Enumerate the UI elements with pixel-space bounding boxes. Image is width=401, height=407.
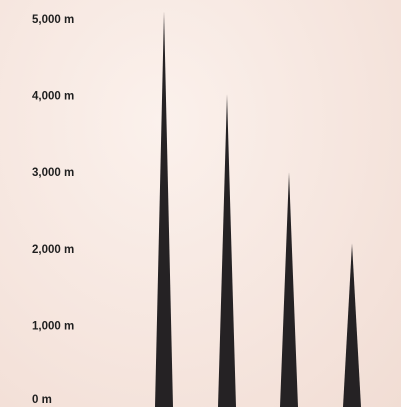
- y-tick-label-3: 3,000 m: [32, 167, 74, 179]
- y-axis-tick-labels: 0 m 1,000 m 2,000 m 3,000 m 4,000 m 5,000 m: [32, 14, 74, 406]
- spike-2: [218, 94, 236, 407]
- spike-3: [280, 172, 298, 407]
- spike-series: [155, 11, 361, 407]
- y-tick-label-2: 2,000 m: [32, 244, 74, 256]
- spike-4: [343, 243, 361, 407]
- y-tick-label-5: 5,000 m: [32, 14, 74, 26]
- y-tick-label-0: 0 m: [32, 394, 52, 406]
- spike-1: [155, 11, 173, 407]
- y-tick-label-4: 4,000 m: [32, 91, 74, 103]
- y-tick-label-1: 1,000 m: [32, 320, 74, 332]
